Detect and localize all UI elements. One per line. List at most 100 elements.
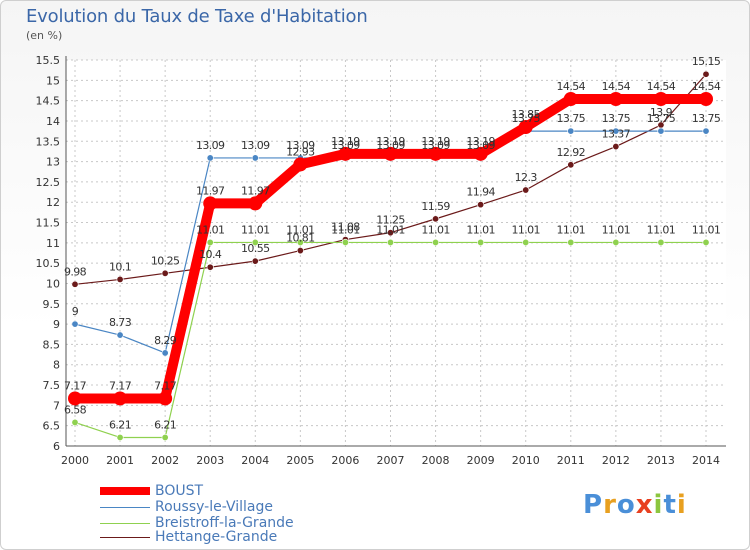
data-label: 11.01 bbox=[286, 223, 315, 236]
data-label: 15.15 bbox=[692, 55, 721, 68]
data-label: 13.09 bbox=[466, 139, 495, 152]
series-point bbox=[567, 161, 575, 169]
y-tick-label: 7 bbox=[53, 399, 60, 412]
x-tick-label: 2002 bbox=[151, 454, 179, 467]
series-point bbox=[251, 257, 259, 265]
data-label: 13.09 bbox=[196, 139, 225, 152]
data-label: 14.54 bbox=[692, 80, 721, 93]
x-tick-label: 2004 bbox=[241, 454, 269, 467]
data-label: 7.17 bbox=[109, 379, 132, 392]
series-point bbox=[612, 143, 620, 151]
data-label: 10.55 bbox=[241, 242, 270, 255]
x-tick-label: 2006 bbox=[331, 454, 359, 467]
logo-letter: t bbox=[663, 490, 677, 520]
legend-label-hettange: Hettange-Grande bbox=[155, 529, 278, 545]
x-tick-label: 2010 bbox=[512, 454, 540, 467]
data-label: 13.9 bbox=[650, 106, 673, 119]
series-point bbox=[158, 391, 173, 406]
series-point bbox=[113, 391, 128, 406]
series-point bbox=[71, 320, 79, 328]
y-tick-label: 14 bbox=[46, 115, 60, 128]
y-tick-label: 6.5 bbox=[43, 420, 61, 433]
data-label: 13.09 bbox=[376, 139, 405, 152]
legend-label-breistroff: Breistroff-la-Grande bbox=[155, 515, 294, 531]
series-point bbox=[567, 127, 575, 135]
data-label: 12.3 bbox=[515, 171, 538, 184]
data-label: 10.81 bbox=[286, 232, 315, 245]
logo-letter: P bbox=[583, 490, 604, 520]
data-label: 11.01 bbox=[421, 223, 450, 236]
series-point bbox=[116, 275, 124, 283]
series-point bbox=[341, 238, 349, 246]
series-point bbox=[522, 238, 530, 246]
x-tick-label: 2008 bbox=[422, 454, 450, 467]
logo-letter: i bbox=[676, 490, 687, 520]
y-tick-label: 11 bbox=[46, 237, 60, 250]
proxiti-logo: Proxiti bbox=[583, 490, 687, 520]
series-point bbox=[432, 238, 440, 246]
series-point bbox=[612, 238, 620, 246]
y-tick-label: 14.5 bbox=[36, 95, 61, 108]
logo-letter: x bbox=[635, 490, 654, 520]
x-tick-label: 2000 bbox=[61, 454, 89, 467]
data-label: 13.75 bbox=[511, 112, 540, 125]
data-label: 11.01 bbox=[602, 223, 631, 236]
y-tick-label: 7.5 bbox=[43, 379, 61, 392]
series-point bbox=[206, 154, 214, 162]
data-label: 13.19 bbox=[421, 135, 450, 148]
x-tick-label: 2007 bbox=[377, 454, 405, 467]
y-tick-label: 13.5 bbox=[36, 135, 61, 148]
series-point bbox=[432, 215, 440, 223]
y-tick-label: 10 bbox=[46, 277, 60, 290]
data-label: 6.21 bbox=[109, 418, 131, 431]
series-point bbox=[702, 127, 710, 135]
data-label: 13.19 bbox=[466, 135, 495, 148]
data-label: 10.4 bbox=[199, 248, 222, 261]
data-label: 11.97 bbox=[196, 184, 225, 197]
y-tick-label: 8 bbox=[53, 359, 60, 372]
series-point bbox=[383, 146, 398, 161]
data-label: 11.01 bbox=[331, 223, 360, 236]
data-label: 11.97 bbox=[241, 184, 270, 197]
data-label: 10.1 bbox=[109, 260, 131, 273]
series-point bbox=[296, 238, 304, 246]
x-tick-label: 2013 bbox=[647, 454, 675, 467]
data-label: 11.08 bbox=[331, 221, 360, 234]
series-point bbox=[612, 127, 620, 135]
y-tick-label: 13 bbox=[46, 156, 60, 169]
data-label: 9.98 bbox=[64, 265, 87, 278]
y-tick-label: 11.5 bbox=[36, 217, 61, 230]
logo-letter: i bbox=[653, 490, 664, 520]
series-point bbox=[116, 331, 124, 339]
data-label: 9 bbox=[72, 305, 79, 318]
series-point bbox=[473, 146, 488, 161]
y-tick-label: 10.5 bbox=[36, 257, 61, 270]
x-tick-label: 2003 bbox=[196, 454, 224, 467]
legend-label-roussy: Roussy-le-Village bbox=[155, 499, 273, 515]
data-label: 13.75 bbox=[557, 112, 586, 125]
series-point bbox=[116, 433, 124, 441]
data-label: 13.19 bbox=[376, 135, 405, 148]
series-point bbox=[522, 186, 530, 194]
series-point bbox=[71, 280, 79, 288]
series-point bbox=[293, 157, 308, 172]
series-point bbox=[477, 201, 485, 209]
y-tick-label: 8.5 bbox=[43, 338, 61, 351]
y-tick-label: 6 bbox=[53, 440, 60, 453]
data-label: 13.09 bbox=[286, 139, 315, 152]
legend-swatch-breistroff bbox=[100, 523, 150, 524]
x-tick-label: 2005 bbox=[286, 454, 314, 467]
series-point bbox=[251, 154, 259, 162]
x-tick-label: 2014 bbox=[692, 454, 720, 467]
y-tick-label: 15 bbox=[46, 74, 60, 87]
series-point bbox=[657, 238, 665, 246]
data-label: 13.09 bbox=[331, 139, 360, 152]
data-label: 13.75 bbox=[602, 112, 631, 125]
series-point bbox=[563, 92, 578, 107]
data-label: 8.29 bbox=[154, 334, 177, 347]
data-label: 14.54 bbox=[557, 80, 586, 93]
series-point bbox=[653, 92, 668, 107]
series-point bbox=[296, 247, 304, 255]
data-label: 11.01 bbox=[376, 223, 405, 236]
